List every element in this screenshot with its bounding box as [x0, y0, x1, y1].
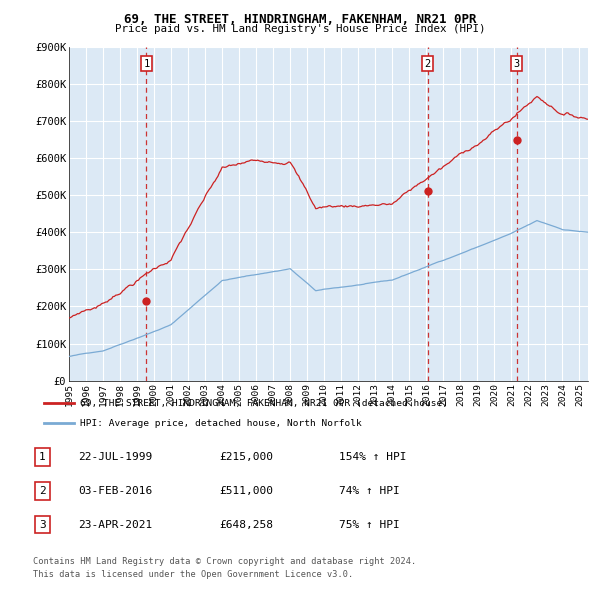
Text: HPI: Average price, detached house, North Norfolk: HPI: Average price, detached house, Nort… — [80, 418, 361, 428]
Text: Price paid vs. HM Land Registry's House Price Index (HPI): Price paid vs. HM Land Registry's House … — [115, 24, 485, 34]
Text: 3: 3 — [514, 59, 520, 69]
Text: £215,000: £215,000 — [219, 453, 273, 462]
Text: 3: 3 — [39, 520, 46, 529]
Text: This data is licensed under the Open Government Licence v3.0.: This data is licensed under the Open Gov… — [33, 571, 353, 579]
Text: 74% ↑ HPI: 74% ↑ HPI — [339, 486, 400, 496]
Text: 22-JUL-1999: 22-JUL-1999 — [78, 453, 152, 462]
Text: 75% ↑ HPI: 75% ↑ HPI — [339, 520, 400, 529]
Text: £511,000: £511,000 — [219, 486, 273, 496]
Text: Contains HM Land Registry data © Crown copyright and database right 2024.: Contains HM Land Registry data © Crown c… — [33, 558, 416, 566]
Text: 2: 2 — [39, 486, 46, 496]
Text: 2: 2 — [425, 59, 431, 69]
Text: £648,258: £648,258 — [219, 520, 273, 529]
Text: 69, THE STREET, HINDRINGHAM, FAKENHAM, NR21 0PR: 69, THE STREET, HINDRINGHAM, FAKENHAM, N… — [124, 13, 476, 26]
Text: 23-APR-2021: 23-APR-2021 — [78, 520, 152, 529]
Text: 1: 1 — [143, 59, 149, 69]
Text: 03-FEB-2016: 03-FEB-2016 — [78, 486, 152, 496]
Text: 69, THE STREET, HINDRINGHAM, FAKENHAM, NR21 0PR (detached house): 69, THE STREET, HINDRINGHAM, FAKENHAM, N… — [80, 399, 448, 408]
Text: 154% ↑ HPI: 154% ↑ HPI — [339, 453, 407, 462]
Text: 1: 1 — [39, 453, 46, 462]
